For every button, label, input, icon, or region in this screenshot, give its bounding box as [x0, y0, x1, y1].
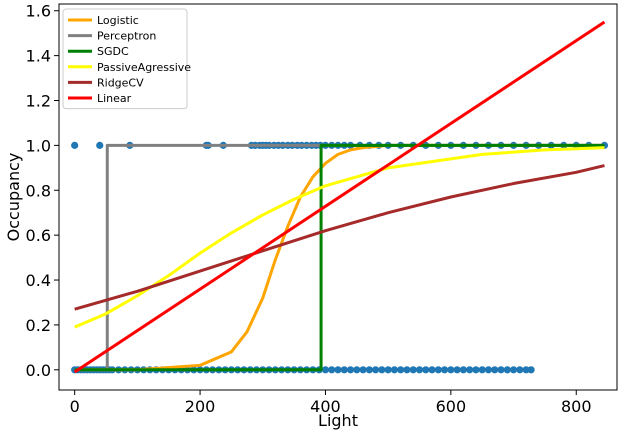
legend: Logistic Perceptron SGDC PassiveAgressive Ri…	[62, 8, 191, 110]
scatter-point	[384, 366, 392, 374]
legend-label: Linear	[97, 92, 132, 105]
legend-label: Logistic	[97, 14, 139, 27]
scatter-point	[447, 366, 455, 374]
x-tick-label: 800	[561, 397, 592, 416]
scatter-point	[522, 366, 530, 374]
series-line-ridgecv	[74, 164, 605, 311]
axes-frame	[58, 3, 618, 391]
scatter-point	[353, 366, 361, 374]
series-line-sgdc	[74, 143, 605, 372]
scatter-point	[428, 366, 436, 374]
scatter-point	[527, 366, 535, 374]
scatter-point	[71, 141, 79, 149]
y-tick-label: 0.4	[26, 271, 51, 290]
scatter-point	[472, 366, 480, 374]
scatter-point	[516, 366, 524, 374]
scatter-point	[478, 366, 486, 374]
legend-label: SGDC	[97, 45, 129, 58]
scatter-point	[372, 366, 380, 374]
legend-label: Perceptron	[97, 30, 156, 43]
scatter-point	[328, 366, 336, 374]
x-tick-label: 400	[310, 397, 341, 416]
scatter-point	[378, 366, 386, 374]
scatter-point	[359, 366, 367, 374]
legend-label: PassiveAgressive	[97, 61, 191, 74]
scatter-point	[509, 366, 518, 374]
series-line-perceptron	[74, 143, 605, 372]
y-tick-label: 0.0	[26, 361, 51, 380]
scatter-point	[96, 141, 104, 149]
y-tick-label: 1.2	[26, 92, 51, 111]
y-tick-label: 1.4	[26, 47, 51, 66]
scatter-point	[409, 366, 417, 374]
scatter-layer	[71, 141, 609, 374]
scatter-point	[491, 366, 499, 374]
scatter-point	[365, 366, 373, 374]
scatter-point	[484, 366, 493, 374]
y-tick-label: 1.0	[26, 136, 51, 155]
y-axis-label: Occupancy	[4, 153, 23, 242]
scatter-point	[397, 366, 405, 374]
scatter-point	[453, 366, 461, 374]
scatter-point	[440, 366, 449, 374]
y-tick-label: 0.6	[26, 226, 51, 245]
scatter-point	[340, 366, 348, 374]
scatter-point	[403, 366, 411, 374]
series-line-logistic	[74, 143, 605, 372]
x-tick-label: 600	[436, 397, 467, 416]
series-line-passiveagressive	[74, 146, 605, 329]
scatter-point	[422, 366, 430, 374]
scatter-point	[497, 366, 505, 374]
scatter-point	[321, 366, 330, 374]
scatter-point	[334, 366, 342, 374]
scatter-point	[434, 366, 442, 374]
legend-box	[62, 8, 188, 110]
x-tick-label: 200	[185, 397, 216, 416]
scatter-point	[503, 366, 511, 374]
x-tick-label: 0	[70, 397, 80, 416]
y-tick-label: 0.8	[26, 181, 51, 200]
series-line-linear	[73, 20, 606, 374]
scatter-point	[459, 366, 467, 374]
scatter-point	[415, 366, 424, 374]
scatter-point	[346, 366, 355, 374]
y-tick-label: 1.6	[26, 2, 51, 21]
lines-layer	[73, 20, 606, 374]
legend-label: RidgeCV	[97, 76, 144, 89]
ticks-layer: 0 200 400 600 800 0.0 0.2 0.4 0.6 0.8 1.0 1.2 1.4 1.6	[26, 2, 592, 416]
y-tick-label: 0.2	[26, 316, 51, 335]
x-axis-label: Light	[318, 411, 358, 430]
scatter-point	[466, 366, 474, 374]
scatter-point	[390, 366, 399, 374]
plot-frame	[58, 3, 618, 391]
